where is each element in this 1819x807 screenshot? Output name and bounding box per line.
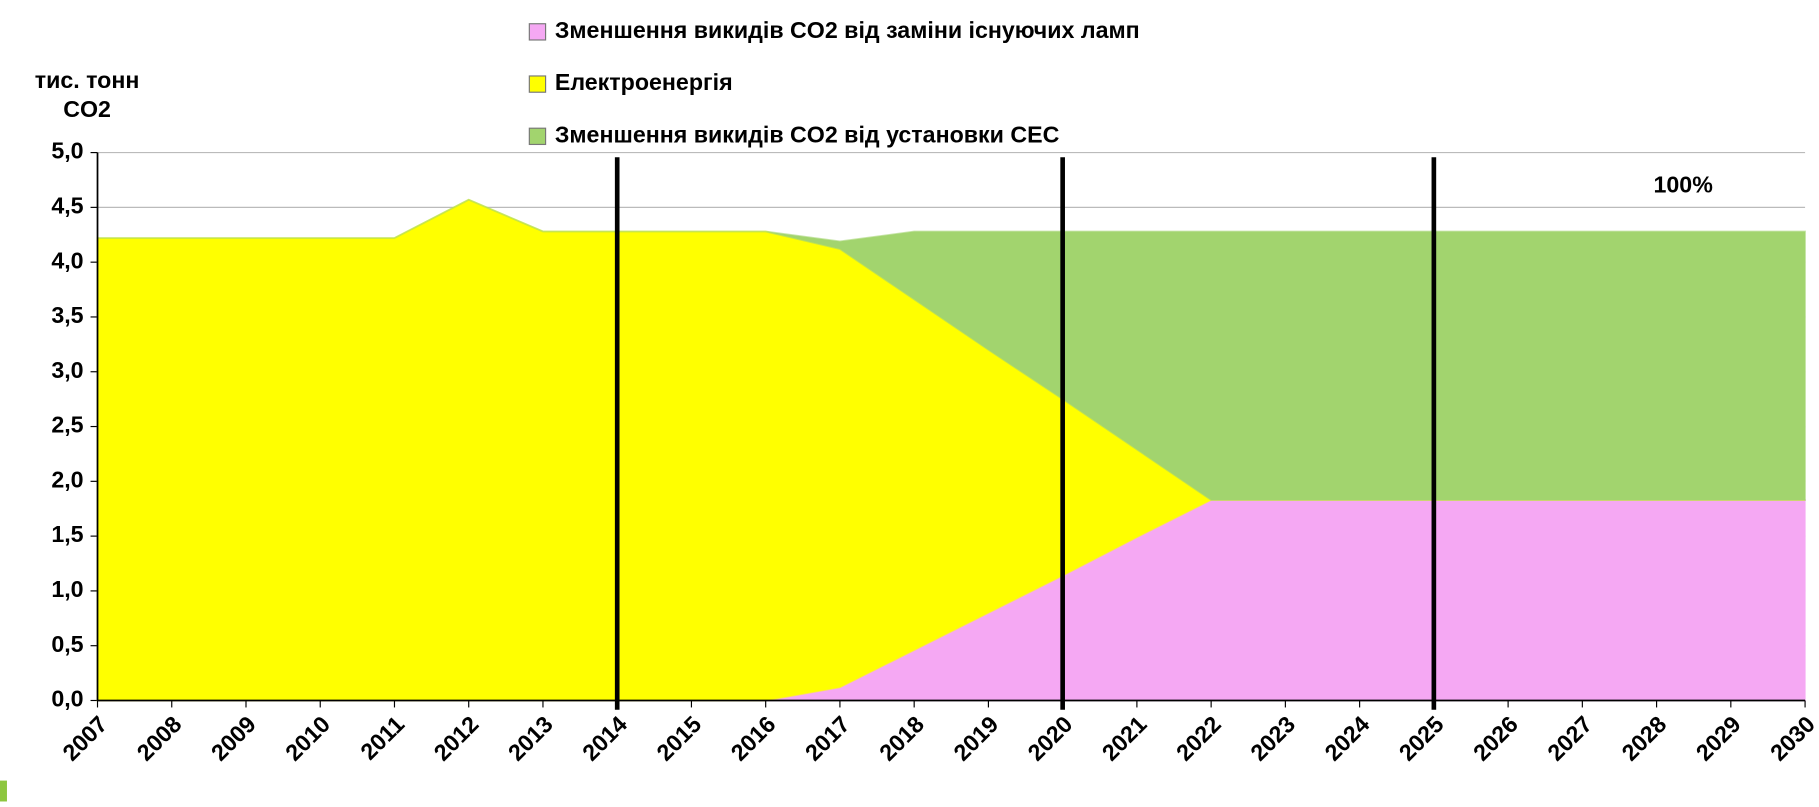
y-tick-label: 5,0 xyxy=(51,138,83,164)
y-tick-label: 4,0 xyxy=(51,247,83,273)
x-tick-label: 2017 xyxy=(800,711,855,766)
y-tick-label: 2,0 xyxy=(51,466,83,492)
legend-label: Зменшення викидів CO2 від заміни існуючи… xyxy=(555,17,1140,43)
y-tick-label: 0,5 xyxy=(51,631,83,657)
y-axis-label: тис. тонн xyxy=(35,67,140,93)
x-tick-label: 2023 xyxy=(1245,711,1300,766)
legend-swatch xyxy=(528,23,547,41)
x-tick-label: 2013 xyxy=(503,711,558,766)
y-tick-label: 2,5 xyxy=(51,412,83,438)
x-tick-label: 2016 xyxy=(726,711,781,766)
x-tick-label: 2011 xyxy=(355,711,409,765)
x-tick-label: 2022 xyxy=(1171,711,1226,766)
y-tick-label: 1,5 xyxy=(51,521,83,547)
legend-label: Зменшення викидів CO2 від установки СЕС xyxy=(555,121,1060,147)
y-tick-label: 3,5 xyxy=(51,302,83,328)
x-tick-label: 2025 xyxy=(1394,711,1449,766)
area xyxy=(97,198,1806,501)
x-tick-label: 2026 xyxy=(1468,711,1523,766)
legend-swatch xyxy=(528,75,547,93)
x-tick-label: 2015 xyxy=(651,711,706,766)
x-tick-label: 2028 xyxy=(1617,711,1672,766)
x-tick-label: 2018 xyxy=(874,711,929,766)
x-tick-label: 2009 xyxy=(206,711,261,766)
x-tick-label: 2024 xyxy=(1320,711,1375,766)
x-tick-label: 2027 xyxy=(1542,711,1597,766)
legend-swatch xyxy=(528,127,547,146)
x-tick-label: 2007 xyxy=(57,711,112,766)
x-tick-label: 2008 xyxy=(132,711,187,766)
annotation: 100% xyxy=(1654,171,1714,197)
x-tick-label: 2029 xyxy=(1691,711,1746,766)
x-tick-label: 2021 xyxy=(1097,711,1152,766)
x-tick-label: 2010 xyxy=(280,711,335,766)
y-tick-label: 0,0 xyxy=(51,686,83,712)
x-tick-label: 2030 xyxy=(1765,711,1819,766)
legend-label: Електроенергія xyxy=(555,69,733,95)
y-axis-label: CO2 xyxy=(63,96,111,122)
y-tick-label: 3,0 xyxy=(51,357,83,383)
corner-accent xyxy=(0,780,7,802)
y-tick-label: 4,5 xyxy=(51,193,83,219)
x-tick-label: 2014 xyxy=(577,711,632,766)
x-tick-label: 2012 xyxy=(429,711,484,766)
y-tick-label: 1,0 xyxy=(51,576,83,602)
x-tick-label: 2020 xyxy=(1023,711,1078,766)
x-tick-label: 2019 xyxy=(948,711,1003,766)
